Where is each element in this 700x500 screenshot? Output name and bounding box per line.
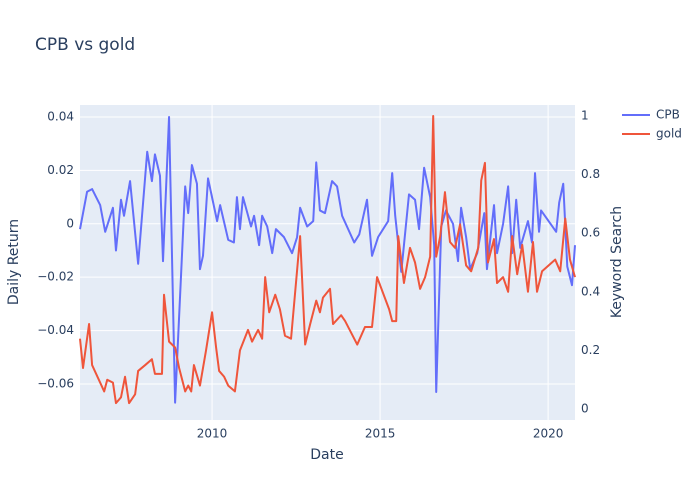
- legend-label[interactable]: CPB: [656, 108, 680, 122]
- y2-tick-label: 0.8: [581, 167, 600, 181]
- y-tick-label: 0.02: [47, 163, 74, 177]
- y2-tick-label: 0.4: [581, 284, 600, 298]
- y-tick-label: −0.02: [37, 270, 74, 284]
- y-axis-title: Daily Return: [6, 219, 22, 305]
- y2-tick-label: 0.2: [581, 343, 600, 357]
- legend: CPB gold: [622, 108, 682, 141]
- y-tick-label: 0.04: [47, 110, 74, 124]
- y2-tick-label: 0.6: [581, 226, 600, 240]
- y-tick-label: −0.04: [37, 323, 74, 337]
- series-line: [79, 116, 576, 404]
- y-tick-label: 0: [66, 216, 74, 230]
- y2-tick-label: 1: [581, 108, 589, 122]
- y2-tick-label: 0: [581, 402, 589, 416]
- x-tick-label: 2015: [365, 427, 396, 441]
- y2-axis-title: Keyword Search: [609, 206, 625, 318]
- x-axis-title: Date: [310, 447, 343, 463]
- legend-label[interactable]: gold: [656, 127, 682, 141]
- y-tick-label: −0.06: [37, 376, 74, 390]
- marks: [79, 114, 576, 405]
- x-tick-label: 2010: [197, 427, 228, 441]
- series-line: [79, 114, 576, 405]
- chart-title: CPB vs gold: [35, 35, 135, 55]
- x-tick-label: 2020: [533, 427, 564, 441]
